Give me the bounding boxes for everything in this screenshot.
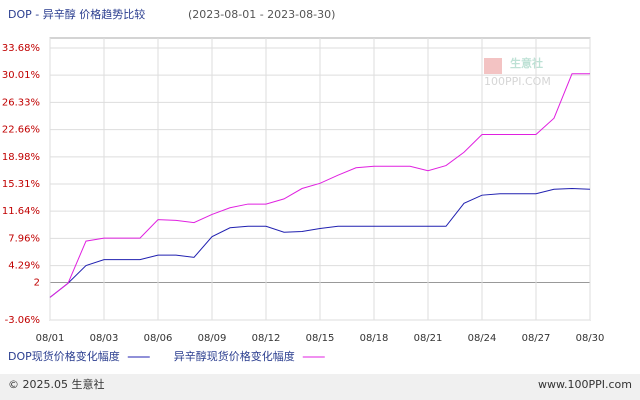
- y-tick-label: 15.31%: [2, 179, 40, 190]
- x-tick-label: 08/15: [306, 333, 335, 344]
- x-tick-label: 08/12: [252, 333, 281, 344]
- chart-title: DOP - 异辛醇 价格趋势比较: [8, 7, 145, 21]
- x-tick-label: 08/03: [90, 333, 119, 344]
- footer-band: [0, 374, 640, 400]
- x-tick-label: 08/01: [36, 333, 65, 344]
- y-tick-label: 22.66%: [2, 125, 40, 136]
- x-tick-label: 08/18: [360, 333, 389, 344]
- y-tick-label: 26.33%: [2, 97, 40, 108]
- y-tick-label: 33.68%: [2, 43, 40, 54]
- series-line: [49, 188, 591, 298]
- x-tick-label: 08/30: [576, 333, 605, 344]
- series-line: [49, 73, 590, 298]
- legend-label: 异辛醇现货价格变化幅度: [174, 349, 295, 363]
- watermark-logo: [484, 58, 502, 74]
- y-tick-label: -3.06%: [5, 315, 40, 326]
- watermark: 生意社 100PPI.COM: [484, 56, 551, 88]
- y-tick-label: 30.01%: [2, 70, 40, 81]
- x-tick-label: 08/24: [468, 333, 497, 344]
- y-tick-label: 7.96%: [8, 233, 40, 244]
- footer-left: © 2025.05 生意社: [8, 377, 104, 391]
- watermark-text: 100PPI.COM: [484, 75, 551, 88]
- y-tick-label: 18.98%: [2, 152, 40, 163]
- legend-label: DOP现货价格变化幅度: [8, 349, 120, 363]
- y-tick-label: 2: [34, 278, 40, 289]
- y-tick-label: 4.29%: [8, 261, 40, 272]
- x-tick-label: 08/09: [198, 333, 227, 344]
- x-tick-label: 08/21: [414, 333, 443, 344]
- x-tick-label: 08/27: [522, 333, 551, 344]
- watermark-text: 生意社: [510, 56, 543, 70]
- x-tick-label: 08/06: [144, 333, 173, 344]
- footer-right: www.100PPI.com: [538, 378, 632, 391]
- chart-subtitle: (2023-08-01 - 2023-08-30): [188, 8, 335, 21]
- y-tick-label: 11.64%: [2, 206, 40, 217]
